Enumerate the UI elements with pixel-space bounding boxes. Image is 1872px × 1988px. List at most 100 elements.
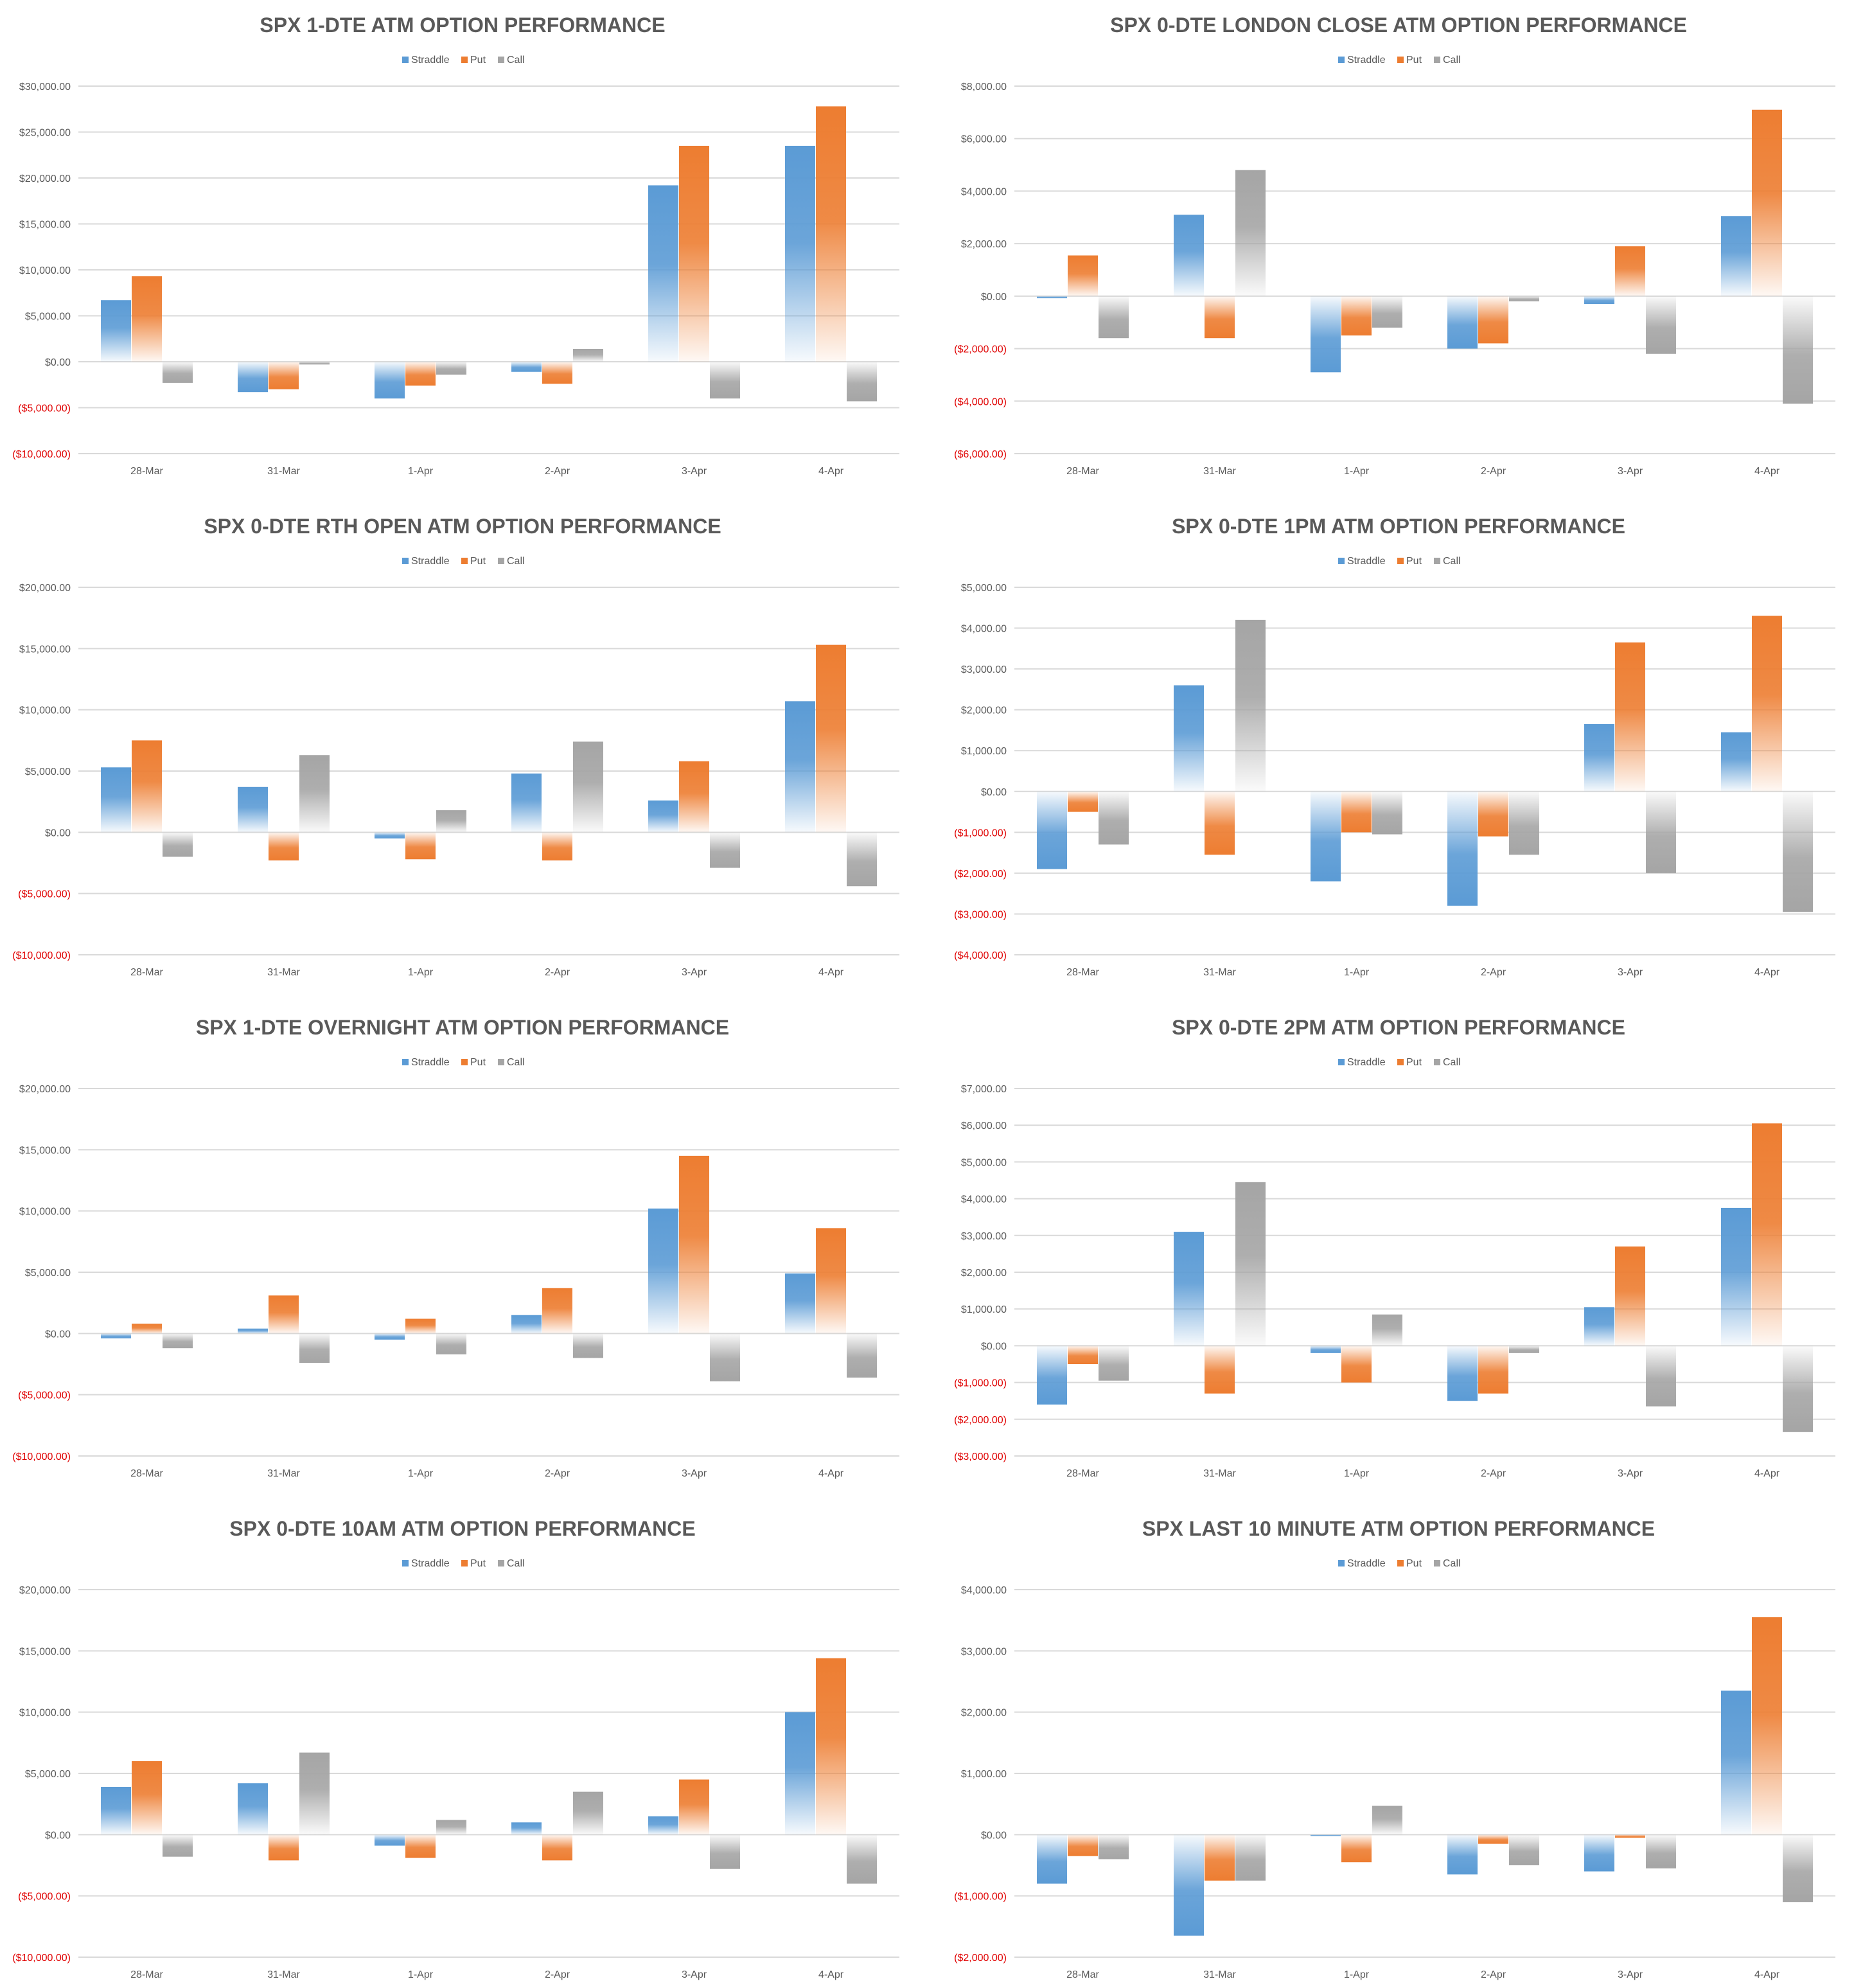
y-tick-label: $3,000.00 <box>961 1646 1007 1657</box>
chart-title: SPX 0-DTE 1PM ATM OPTION PERFORMANCE <box>1172 515 1625 538</box>
legend-label-put: Put <box>1406 55 1422 66</box>
bar-put <box>269 1295 299 1334</box>
y-tick-label: ($10,000.00) <box>12 1451 71 1462</box>
y-tick-label: ($10,000.00) <box>12 1953 71 1964</box>
bar-call <box>1783 1834 1813 1903</box>
chart-svg: SPX 0-DTE 2PM ATM OPTION PERFORMANCE Stra… <box>954 1016 1835 1479</box>
bar-straddle <box>1584 1834 1614 1872</box>
legend: Straddle Put Call <box>402 556 525 567</box>
y-tick-label: ($10,000.00) <box>12 950 71 961</box>
y-tick-label: $7,000.00 <box>961 1084 1007 1095</box>
bar-straddle <box>1174 215 1204 296</box>
bar-straddle <box>511 362 542 372</box>
chart-0dte-10am: SPX 0-DTE 10AM ATM OPTION PERFORMANCE Str… <box>0 1504 936 1988</box>
bar-put <box>1341 296 1372 336</box>
chart-title: SPX 0-DTE 10AM ATM OPTION PERFORMANCE <box>229 1517 695 1540</box>
x-tick-label: 1-Apr <box>408 1969 434 1980</box>
bar-straddle <box>1174 685 1204 792</box>
x-tick-label: 28-Mar <box>1066 1969 1099 1980</box>
bar-call <box>847 362 877 402</box>
bar-straddle <box>101 300 131 362</box>
y-tick-label: $10,000.00 <box>19 1207 71 1218</box>
x-tick-label: 3-Apr <box>1618 1969 1643 1980</box>
x-tick-label: 1-Apr <box>408 967 434 978</box>
y-tick-label: ($2,000.00) <box>954 1415 1007 1426</box>
chart-svg: SPX 0-DTE 10AM ATM OPTION PERFORMANCE Str… <box>12 1517 899 1980</box>
legend-label-straddle: Straddle <box>1347 556 1386 567</box>
bar-put <box>132 740 162 833</box>
bar-straddle <box>648 1208 678 1334</box>
bar-straddle <box>785 1273 815 1334</box>
y-tick-label: ($1,000.00) <box>954 1892 1007 1903</box>
chart-title: SPX LAST 10 MINUTE ATM OPTION PERFORMANC… <box>1142 1517 1655 1540</box>
x-tick-label: 4-Apr <box>1754 1969 1780 1980</box>
legend-swatch-put <box>1397 1560 1404 1566</box>
y-tick-label: $25,000.00 <box>19 128 71 139</box>
chart-title: SPX 0-DTE LONDON CLOSE ATM OPTION PERFOR… <box>1110 13 1687 37</box>
bar-put <box>132 1324 162 1334</box>
bar-call <box>163 362 193 383</box>
y-tick-label: ($3,000.00) <box>954 909 1007 920</box>
bar-call <box>1099 1345 1129 1381</box>
y-tick-label: ($5,000.00) <box>18 889 71 900</box>
bar-call <box>573 348 603 362</box>
legend-label-call: Call <box>1443 1057 1461 1068</box>
bar-put <box>1478 791 1508 837</box>
legend-swatch-straddle <box>1338 1059 1345 1065</box>
bar-call <box>299 755 330 833</box>
bar-straddle <box>375 1834 405 1846</box>
bar-call <box>1372 1314 1402 1346</box>
chart-svg: SPX 0-DTE LONDON CLOSE ATM OPTION PERFOR… <box>954 13 1835 477</box>
bar-put <box>542 1288 572 1334</box>
bar-put <box>1068 1345 1098 1364</box>
x-tick-label: 28-Mar <box>130 1468 163 1479</box>
bar-straddle <box>1037 1345 1067 1405</box>
bar-straddle <box>1447 1834 1478 1875</box>
bar-call <box>436 362 466 375</box>
legend-label-call: Call <box>507 556 525 567</box>
bar-call <box>299 1752 330 1835</box>
legend-swatch-straddle <box>402 558 409 564</box>
y-tick-label: ($2,000.00) <box>954 1953 1007 1964</box>
bar-straddle <box>785 1712 815 1835</box>
bar-call <box>847 1834 877 1884</box>
y-tick-label: $5,000.00 <box>25 1268 71 1279</box>
y-tick-label: ($2,000.00) <box>954 869 1007 880</box>
y-tick-label: $30,000.00 <box>19 82 71 93</box>
x-tick-label: 28-Mar <box>1066 466 1099 477</box>
chart-0dte-london-close: SPX 0-DTE LONDON CLOSE ATM OPTION PERFOR… <box>936 0 1872 495</box>
legend-label-call: Call <box>1443 55 1461 66</box>
x-tick-label: 1-Apr <box>1344 967 1370 978</box>
bar-straddle <box>1311 791 1341 882</box>
bar-call <box>163 1333 193 1349</box>
bar-straddle <box>648 185 678 362</box>
x-tick-label: 28-Mar <box>130 967 163 978</box>
x-tick-label: 31-Mar <box>1203 466 1236 477</box>
bar-straddle <box>1174 1834 1204 1936</box>
x-tick-label: 2-Apr <box>1481 967 1506 978</box>
y-tick-label: ($6,000.00) <box>954 449 1007 460</box>
y-tick-label: $20,000.00 <box>19 1585 71 1596</box>
bar-put <box>132 276 162 362</box>
bar-straddle <box>101 767 131 833</box>
y-tick-label: ($1,000.00) <box>954 1378 1007 1389</box>
bar-straddle <box>1721 732 1751 792</box>
bar-put <box>1341 1345 1372 1383</box>
bar-put <box>1205 1345 1235 1394</box>
bar-straddle <box>1037 1834 1067 1884</box>
bar-call <box>573 1333 603 1358</box>
x-tick-label: 31-Mar <box>1203 1468 1236 1479</box>
bar-put <box>1205 1834 1235 1881</box>
legend-swatch-straddle <box>402 1560 409 1566</box>
bar-put <box>1752 109 1782 296</box>
y-tick-label: $0.00 <box>45 1830 71 1841</box>
legend-label-call: Call <box>1443 556 1461 567</box>
x-tick-label: 4-Apr <box>1754 1468 1780 1479</box>
x-tick-label: 1-Apr <box>1344 466 1370 477</box>
bar-straddle <box>375 362 405 399</box>
bar-call <box>1099 791 1129 845</box>
y-tick-label: ($4,000.00) <box>954 950 1007 961</box>
legend: Straddle Put Call <box>1338 1057 1461 1068</box>
y-tick-label: $20,000.00 <box>19 173 71 184</box>
x-tick-label: 1-Apr <box>1344 1969 1370 1980</box>
